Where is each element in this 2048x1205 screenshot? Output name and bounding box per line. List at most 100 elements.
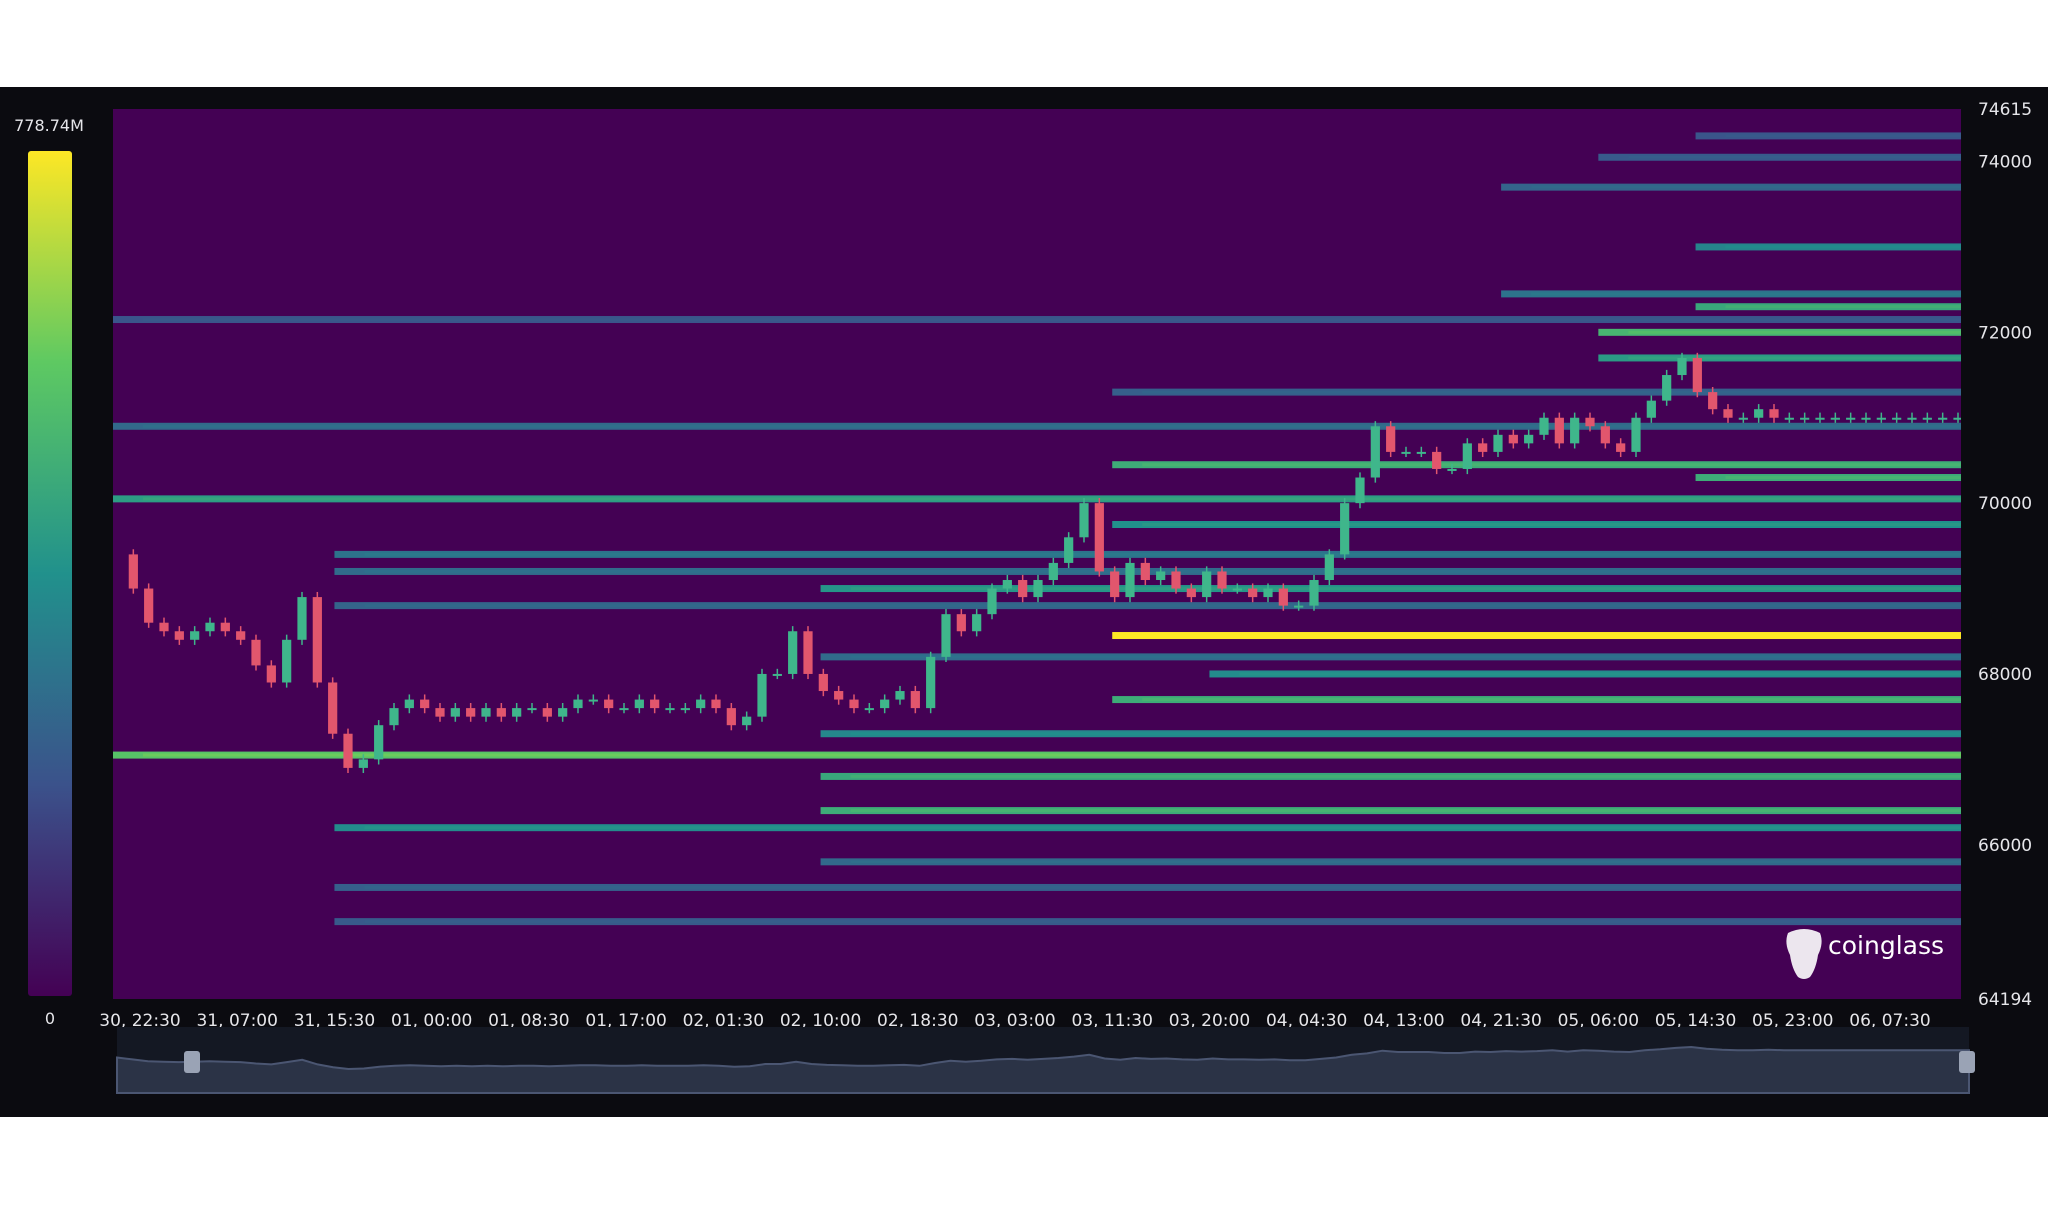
liquidation-band-core bbox=[1142, 463, 1961, 467]
x-tick-label: 03, 20:00 bbox=[1169, 1011, 1250, 1031]
candle-body bbox=[159, 622, 169, 632]
candle-body bbox=[1892, 417, 1902, 420]
candle-body bbox=[1048, 562, 1058, 581]
candle-body bbox=[404, 699, 414, 709]
candle-body bbox=[619, 708, 629, 711]
liquidation-band-core bbox=[850, 809, 1961, 813]
candle-body bbox=[144, 588, 154, 623]
candle-body bbox=[1110, 571, 1120, 598]
candle-body bbox=[297, 597, 307, 640]
candle-body bbox=[343, 733, 353, 768]
candle-body bbox=[1677, 357, 1687, 376]
candle-body bbox=[665, 708, 675, 711]
candle-body bbox=[1800, 417, 1810, 420]
candle-body bbox=[1846, 417, 1856, 420]
colorscale-max-label: 778.74M bbox=[14, 116, 84, 135]
liquidation-band-core bbox=[1725, 134, 1961, 138]
candle-body bbox=[1033, 580, 1043, 598]
liquidation-band-core bbox=[143, 318, 1961, 322]
candle-body bbox=[1708, 392, 1718, 410]
candle-body bbox=[604, 699, 614, 709]
candle-body bbox=[1508, 434, 1518, 444]
candle-body bbox=[1815, 417, 1825, 420]
candle-body bbox=[1616, 443, 1626, 452]
candle-body bbox=[726, 708, 736, 726]
x-tick-label: 04, 04:30 bbox=[1266, 1011, 1347, 1031]
liquidation-band-core bbox=[1142, 390, 1961, 394]
liquidation-band-core bbox=[1725, 245, 1961, 249]
price-candles bbox=[128, 352, 1961, 774]
y-tick-label: 74000 bbox=[1978, 153, 2032, 173]
candle-body bbox=[1186, 588, 1196, 598]
candle-body bbox=[496, 708, 506, 717]
candle-body bbox=[834, 691, 844, 700]
candle-body bbox=[1416, 451, 1426, 454]
candle-body bbox=[1769, 409, 1779, 418]
candle-body bbox=[1401, 451, 1411, 454]
candle-body bbox=[588, 699, 598, 702]
x-tick-label: 06, 07:30 bbox=[1849, 1011, 1930, 1031]
candle-body bbox=[435, 708, 445, 717]
candle-body bbox=[573, 699, 583, 709]
navigator-left-handle[interactable] bbox=[184, 1051, 200, 1073]
candle-body bbox=[696, 699, 706, 709]
liquidation-band-core bbox=[143, 753, 1961, 757]
candle-body bbox=[941, 614, 951, 657]
candle-body bbox=[1784, 417, 1794, 420]
candle-body bbox=[849, 699, 859, 709]
candle-body bbox=[328, 682, 338, 734]
x-tick-label: 01, 08:30 bbox=[488, 1011, 569, 1031]
liquidation-band-core bbox=[364, 826, 1961, 830]
candle-body bbox=[650, 699, 660, 709]
x-tick-label: 01, 00:00 bbox=[391, 1011, 472, 1031]
candle-body bbox=[1156, 571, 1166, 581]
candle-body bbox=[466, 708, 476, 717]
liquidation-band-core bbox=[1142, 698, 1961, 702]
candle-body bbox=[1079, 503, 1089, 538]
candle-body bbox=[1064, 537, 1074, 563]
candle-body bbox=[895, 691, 905, 700]
candle-body bbox=[1938, 417, 1948, 420]
y-axis-ticks: 64194 66000 68000 70000 72000 74000 74615 bbox=[1978, 100, 2032, 1010]
candle-body bbox=[512, 708, 522, 717]
x-tick-label: 05, 23:00 bbox=[1752, 1011, 1833, 1031]
candle-body bbox=[1600, 426, 1610, 444]
candle-body bbox=[1386, 426, 1396, 452]
x-tick-label: 02, 10:00 bbox=[780, 1011, 861, 1031]
liquidation-band-core bbox=[364, 552, 1961, 556]
y-tick-label: 68000 bbox=[1978, 665, 2032, 685]
x-tick-label: 01, 17:00 bbox=[585, 1011, 666, 1031]
x-tick-label: 05, 06:00 bbox=[1558, 1011, 1639, 1031]
liquidation-band-core bbox=[1725, 305, 1961, 309]
range-navigator[interactable] bbox=[116, 1027, 1975, 1094]
candle-body bbox=[864, 708, 874, 711]
candle-body bbox=[205, 622, 215, 632]
liquidation-band-core bbox=[1628, 330, 1961, 334]
candle-body bbox=[711, 699, 721, 709]
navigator-right-handle[interactable] bbox=[1959, 1051, 1975, 1073]
candle-body bbox=[803, 631, 813, 674]
candle-body bbox=[987, 588, 997, 615]
candle-body bbox=[236, 631, 246, 640]
candle-body bbox=[1953, 417, 1961, 420]
candle-body bbox=[757, 673, 767, 717]
candle-body bbox=[220, 622, 230, 632]
candle-body bbox=[1493, 434, 1503, 452]
candle-body bbox=[1922, 417, 1932, 420]
candle-body bbox=[1217, 571, 1227, 589]
candle-body bbox=[1876, 417, 1886, 420]
x-tick-label: 04, 21:30 bbox=[1460, 1011, 1541, 1031]
navigator-series bbox=[116, 1045, 1970, 1094]
candle-body bbox=[972, 614, 982, 632]
liquidation-band-core bbox=[1239, 672, 1961, 676]
candle-body bbox=[1202, 571, 1212, 598]
candle-body bbox=[1907, 417, 1917, 420]
candle-body bbox=[1692, 357, 1702, 393]
y-tick-label: 64194 bbox=[1978, 990, 2032, 1010]
liquidation-band-core bbox=[850, 774, 1961, 778]
liquidation-band-core bbox=[1531, 292, 1961, 296]
x-tick-label: 04, 13:00 bbox=[1363, 1011, 1444, 1031]
y-tick-label: 72000 bbox=[1978, 323, 2032, 343]
candle-body bbox=[1754, 409, 1764, 418]
candle-body bbox=[1432, 451, 1442, 469]
